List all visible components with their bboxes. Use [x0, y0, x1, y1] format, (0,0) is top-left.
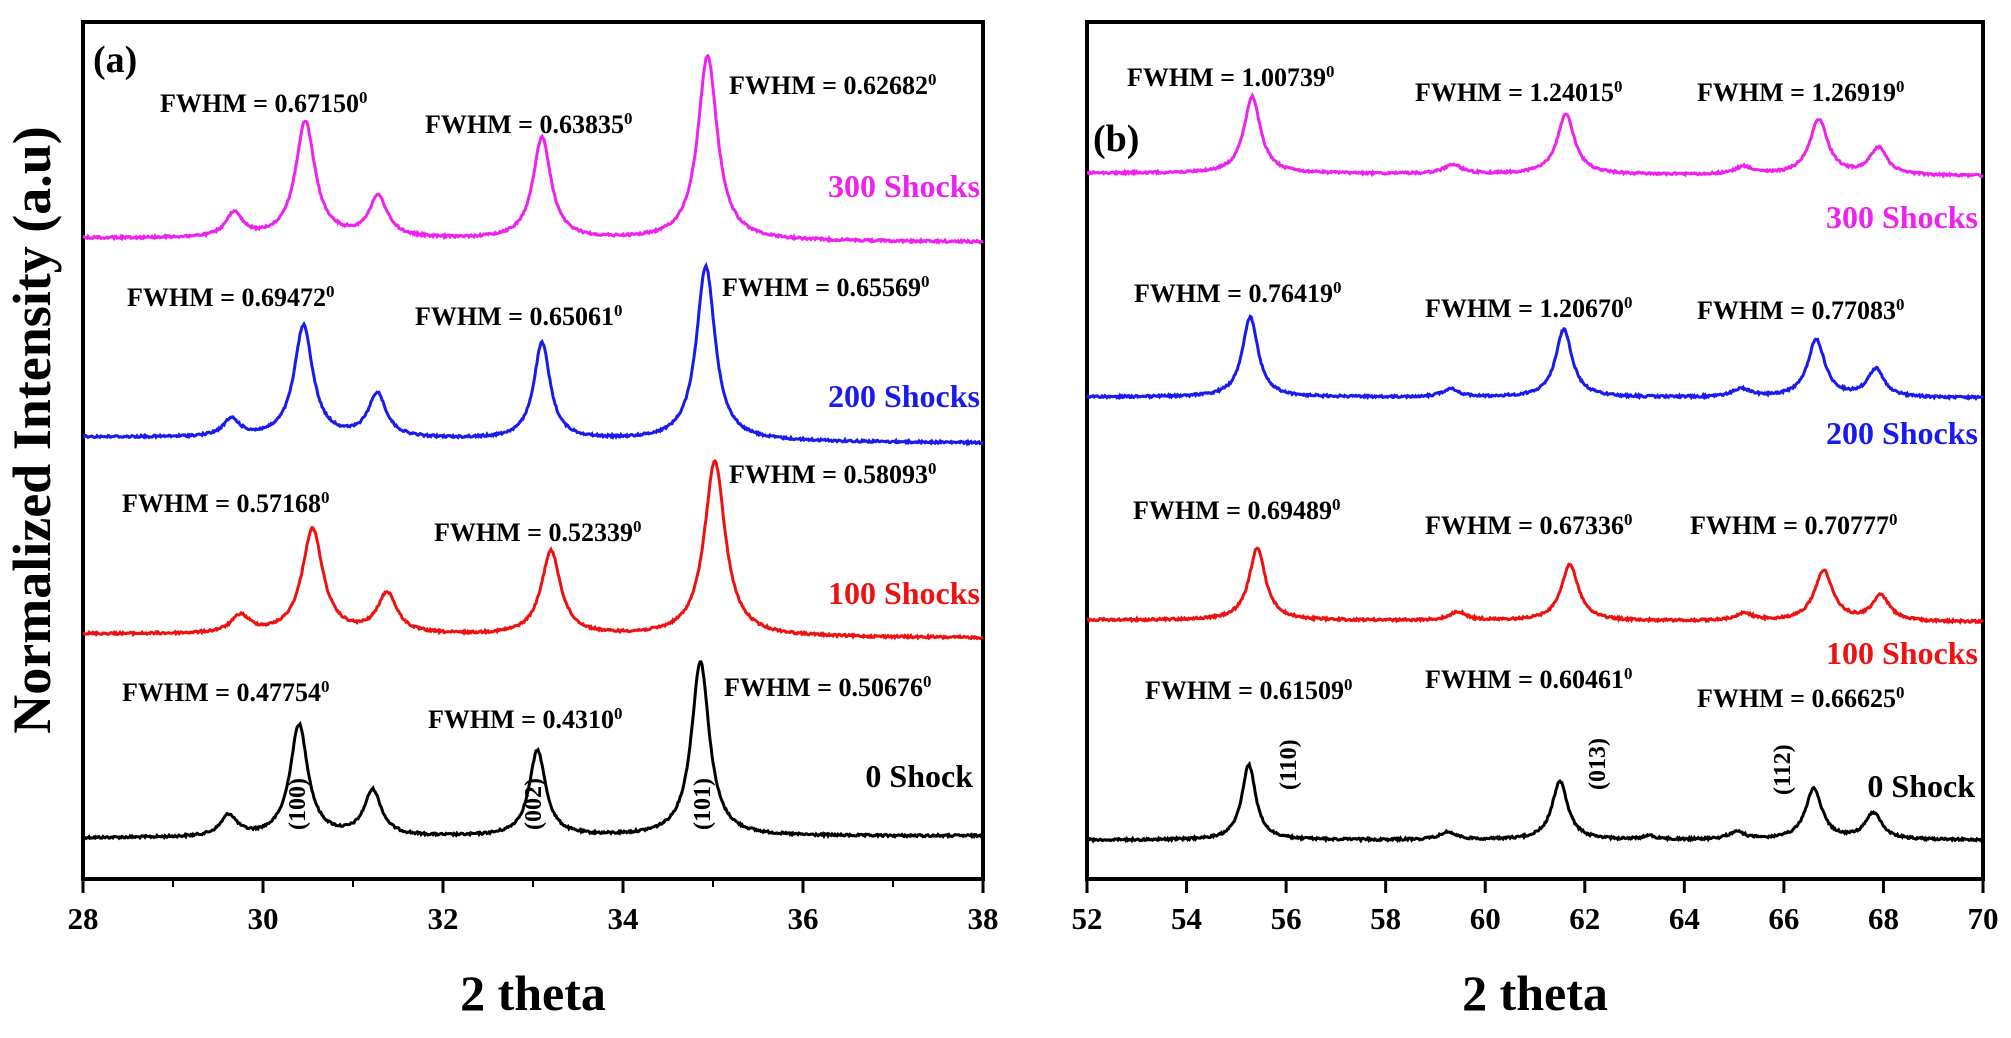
miller-index-label: (013) — [1585, 738, 1611, 790]
miller-index-label: (101) — [690, 778, 716, 830]
panel-b-label-300-shocks: 300 Shocks — [1826, 199, 1978, 235]
x-tick-label: 38 — [968, 901, 999, 936]
fwhm-label: FWHM = 0.626820 — [729, 70, 936, 101]
miller-index-label: (110) — [1276, 739, 1302, 790]
fwhm-label: FWHM = 0.655690 — [722, 272, 929, 303]
fwhm-label: FWHM = 0.707770 — [1690, 510, 1897, 541]
panel-a-trace-0-shock — [82, 660, 984, 841]
fwhm-label: FWHM = 1.240150 — [1415, 77, 1622, 108]
x-tick-label: 70 — [1968, 901, 1999, 936]
panel-a-trace-300-shocks — [82, 53, 984, 245]
panel-b-label-0-shock: 0 Shock — [1867, 768, 1975, 804]
panel-a: (a) 28 30 32 34 36 38 2 theta 300 Shocks 200 … — [68, 20, 999, 1021]
x-tick-label: 34 — [608, 901, 639, 936]
panel-b-trace-100-shocks — [1086, 546, 1985, 625]
panel-a-label-100-shocks: 100 Shocks — [828, 575, 980, 611]
fwhm-label: FWHM = 0.666250 — [1697, 683, 1904, 714]
x-tick-label: 56 — [1271, 901, 1302, 936]
fwhm-label: FWHM = 0.764190 — [1134, 278, 1341, 309]
fwhm-label: FWHM = 0.770830 — [1697, 295, 1904, 326]
x-tick-label: 60 — [1470, 901, 1501, 936]
panel-b-xticks: 52 54 56 58 60 62 64 66 68 70 — [1072, 879, 1999, 936]
fwhm-label: FWHM = 1.269190 — [1697, 77, 1904, 108]
panel-a-label-0-shock: 0 Shock — [865, 758, 973, 794]
miller-index-label: (002) — [521, 778, 547, 830]
x-tick-label: 36 — [788, 901, 819, 936]
panel-a-label-200-shocks: 200 Shocks — [828, 378, 980, 414]
x-tick-label: 64 — [1669, 901, 1700, 936]
x-tick-label: 28 — [68, 901, 99, 936]
panel-b-trace-0-shock — [1086, 760, 1985, 844]
panel-b-x-axis-label: 2 theta — [1462, 965, 1608, 1021]
miller-index-label: (112) — [1770, 744, 1796, 795]
panel-a-trace-200-shocks — [82, 261, 984, 447]
fwhm-label: FWHM = 0.571680 — [122, 488, 329, 519]
panel-a-frame — [81, 20, 985, 881]
panel-b-trace-300-shocks — [1086, 91, 1984, 179]
fwhm-label: FWHM = 0.615090 — [1145, 675, 1352, 706]
panel-b-tag: (b) — [1093, 118, 1139, 160]
panel-a-label-300-shocks: 300 Shocks — [828, 168, 980, 204]
miller-index-label: (100) — [285, 778, 311, 830]
fwhm-label: FWHM = 0.673360 — [1425, 510, 1632, 541]
fwhm-label: FWHM = 0.477540 — [122, 677, 329, 708]
panel-b-label-200-shocks: 200 Shocks — [1826, 415, 1978, 451]
x-tick-label: 68 — [1868, 901, 1899, 936]
x-tick-label: 66 — [1768, 901, 1799, 936]
fwhm-label: FWHM = 0.43100 — [428, 704, 622, 735]
panel-a-trace-100-shocks — [82, 458, 984, 641]
panel-a-tag: (a) — [93, 39, 137, 81]
panel-a-xticks: 28 30 32 34 36 38 — [68, 879, 999, 936]
x-tick-label: 52 — [1072, 901, 1103, 936]
x-tick-label: 62 — [1569, 901, 1600, 936]
x-tick-label: 30 — [248, 901, 279, 936]
x-tick-label: 58 — [1370, 901, 1401, 936]
panel-b-frame — [1085, 20, 1985, 881]
fwhm-label: FWHM = 0.523390 — [434, 517, 641, 548]
panel-b: (b) 52 54 56 58 60 62 64 66 68 70 2 theta 300 Sho… — [1072, 20, 1999, 1021]
panel-b-label-100-shocks: 100 Shocks — [1826, 635, 1978, 671]
fwhm-label: FWHM = 0.671500 — [160, 88, 367, 119]
fwhm-label: FWHM = 0.694890 — [1133, 495, 1340, 526]
fwhm-label: FWHM = 0.650610 — [415, 301, 622, 332]
fwhm-label: FWHM = 0.506760 — [724, 672, 931, 703]
x-tick-label: 32 — [428, 901, 459, 936]
fwhm-label: FWHM = 0.604610 — [1425, 664, 1632, 695]
panel-b-trace-200-shocks — [1085, 314, 1985, 402]
fwhm-label: FWHM = 1.206700 — [1425, 293, 1632, 324]
fwhm-label: FWHM = 1.007390 — [1127, 62, 1334, 93]
x-tick-label: 54 — [1171, 901, 1202, 936]
fwhm-label: FWHM = 0.580930 — [729, 459, 936, 490]
fwhm-label: FWHM = 0.694720 — [127, 282, 334, 313]
y-axis-label: Normalized Intensity (a.u) — [2, 126, 62, 733]
fwhm-label: FWHM = 0.638350 — [425, 109, 632, 140]
panel-a-x-axis-label: 2 theta — [460, 965, 606, 1021]
